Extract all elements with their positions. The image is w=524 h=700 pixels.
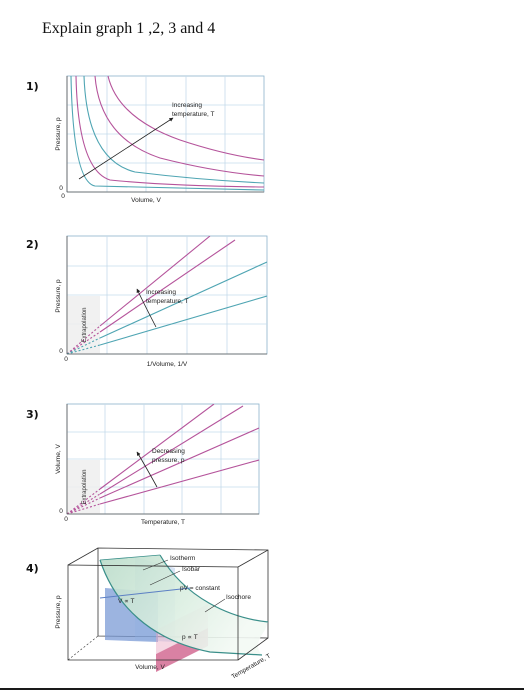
graph-2-grid <box>67 236 267 354</box>
graph-2-note-line2: temperature, T <box>146 298 189 305</box>
graph-1-xlabel: Volume, V <box>131 197 161 204</box>
graph-2-arrow <box>136 288 157 328</box>
graph-2-note-line1: Increasing <box>146 289 176 296</box>
graph-3-origin-y: 0 <box>59 508 63 515</box>
graph-1-isotherm-curve <box>94 76 264 177</box>
graph-2-xlabel: 1/Volume, 1/V <box>147 361 188 368</box>
graph-4-surface <box>100 555 268 655</box>
graph-3-extrapolation-band <box>67 460 100 514</box>
graph-1-isotherm-curve <box>75 76 264 188</box>
graph-1-origin-y: 0 <box>59 185 63 192</box>
graph-4-isochore-label: Isochore <box>226 594 251 601</box>
graph-2-extrapolation-band <box>67 296 100 354</box>
graph-4-number: 4) <box>26 562 39 575</box>
graph-3-xlabel: Temperature, T <box>141 519 185 526</box>
graph-3-arrow <box>136 451 158 488</box>
graph-1-isotherm-curve <box>107 76 264 161</box>
graph-3-ylabel: Volume, V <box>55 444 62 474</box>
graph-1: Increasing temperature, T Volume, V Pres… <box>55 75 265 204</box>
graph-1-origin-x: 0 <box>61 193 65 200</box>
graph-3: Decreasing pressure, p Extrapolation Tem… <box>55 403 260 526</box>
graph-1-ylabel: Pressure, p <box>55 117 62 151</box>
graph-1-note-line1: Increasing <box>172 102 202 109</box>
graph-3-extrapolation-label: Extrapolation <box>82 469 88 504</box>
graph-2-line <box>99 239 236 333</box>
graph-3-line <box>99 459 259 505</box>
graph-1-arrow <box>78 117 174 180</box>
graph-4-ylabel: Pressure, p <box>55 595 62 629</box>
graph-4-zlabel: Temperature, T <box>230 653 272 681</box>
graph-2-extrapolation-label: Extrapolation <box>82 307 88 342</box>
graph-4-isobar-label: Isobar <box>182 566 201 573</box>
graph-2-line <box>99 236 211 327</box>
graph-3-origin-x: 0 <box>64 516 68 523</box>
graph-1-number: 1) <box>26 80 39 93</box>
graph-4-vt-label: V ∝ T <box>118 598 134 605</box>
graph-1-isotherm-curve <box>70 76 264 191</box>
graph-3-note-line1: Decreasing <box>152 448 185 455</box>
graph-2-ylabel: Pressure, p <box>55 279 62 313</box>
graph-3-line <box>99 405 244 495</box>
graph-2-line <box>99 261 267 339</box>
graph-2-origin-y: 0 <box>59 348 63 355</box>
graph-2: Increasing temperature, T Extrapolation … <box>55 235 268 368</box>
graph-2-origin-x: 0 <box>64 356 68 363</box>
graph-1-note-line2: temperature, T <box>172 111 215 118</box>
graph-4-isobar-line <box>99 587 191 599</box>
graph-2-line <box>99 295 267 346</box>
graph-2-number: 2) <box>26 238 39 251</box>
bottom-rule <box>0 688 524 690</box>
graph-3-line <box>99 404 215 490</box>
graph-3-line <box>99 427 259 499</box>
graph-4-pt-label: p ∝ T <box>182 634 198 641</box>
graph-4-xlabel: Volume, V <box>135 664 165 671</box>
graph-1-isotherm-curve <box>83 76 264 184</box>
graph-4-pv-label: pV = constant <box>180 585 220 592</box>
graph-4-isotherm-label: Isotherm <box>170 555 195 562</box>
graph-3-note-line2: pressure, p <box>152 457 185 464</box>
graph-4-back-isotherm <box>159 554 269 623</box>
graph-4-front-isotherm <box>99 559 263 656</box>
graph-3-number: 3) <box>26 408 39 421</box>
question-text: Explain graph 1 ,2, 3 and 4 <box>42 20 216 37</box>
graph-4: Isotherm Isobar pV = constant Isochore V… <box>55 547 272 681</box>
